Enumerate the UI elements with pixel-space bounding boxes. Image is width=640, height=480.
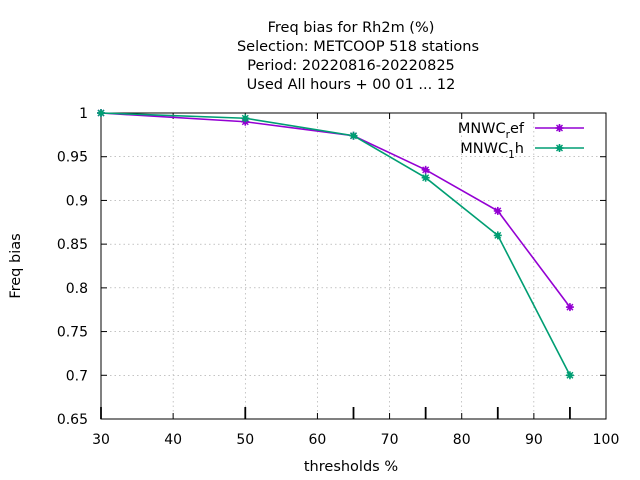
data-point (421, 173, 430, 182)
x-tick-label: 40 (164, 432, 182, 448)
data-point (349, 131, 358, 140)
x-axis-title: thresholds % (304, 459, 398, 475)
series-1 (97, 109, 574, 380)
legend-entry-1: MNWC1h (460, 141, 584, 161)
series-0 (97, 109, 574, 312)
legend-entry-0: MNWCref (458, 121, 584, 141)
x-tick-label: 30 (92, 432, 110, 448)
data-point (493, 231, 502, 240)
data-point (555, 144, 564, 152)
legend-label: MNWCref (458, 121, 525, 141)
series-layer (97, 109, 574, 380)
y-tick-label: 0.75 (57, 325, 88, 341)
title-line-2: Selection: METCOOP 518 stations (237, 39, 479, 55)
y-tick-label: 0.85 (57, 237, 88, 253)
data-point (493, 206, 502, 215)
title-line-1: Freq bias for Rh2m (%) (268, 20, 435, 36)
x-tick-label: 90 (525, 432, 543, 448)
title-line-3: Period: 20220816-20220825 (247, 58, 455, 74)
x-tick-label: 100 (593, 432, 620, 448)
y-tick-label: 1 (79, 106, 88, 122)
axis-ticks (100, 112, 607, 420)
data-point (97, 109, 105, 117)
chart-title: Freq bias for Rh2m (%) Selection: METCOO… (237, 20, 479, 93)
y-axis-title: Freq bias (8, 233, 24, 298)
x-tick-labels: 30 40 50 60 70 80 90 100 (92, 432, 619, 448)
y-tick-label: 0.7 (66, 368, 88, 384)
grid-lines (101, 113, 606, 419)
y-tick-label: 0.9 (66, 193, 88, 209)
x-tick-label: 60 (309, 432, 327, 448)
y-tick-label: 0.65 (57, 412, 88, 428)
legend-label: MNWC1h (460, 141, 524, 161)
y-tick-labels: 0.65 0.7 0.75 0.8 0.85 0.9 0.95 1 (57, 106, 88, 428)
x-tick-label: 50 (236, 432, 254, 448)
data-point (555, 124, 564, 132)
x-tick-label: 80 (453, 432, 471, 448)
series-line (100, 112, 571, 376)
data-point (421, 165, 430, 174)
x-tick-label: 70 (381, 432, 399, 448)
y-tick-label: 0.95 (57, 150, 88, 166)
series-line (100, 112, 571, 308)
title-line-4: Used All hours + 00 01 ... 12 (247, 77, 456, 93)
y-tick-label: 0.8 (66, 281, 88, 297)
data-point (241, 114, 250, 123)
plot-border (100, 112, 607, 420)
data-point (565, 371, 574, 380)
data-point (565, 303, 574, 312)
